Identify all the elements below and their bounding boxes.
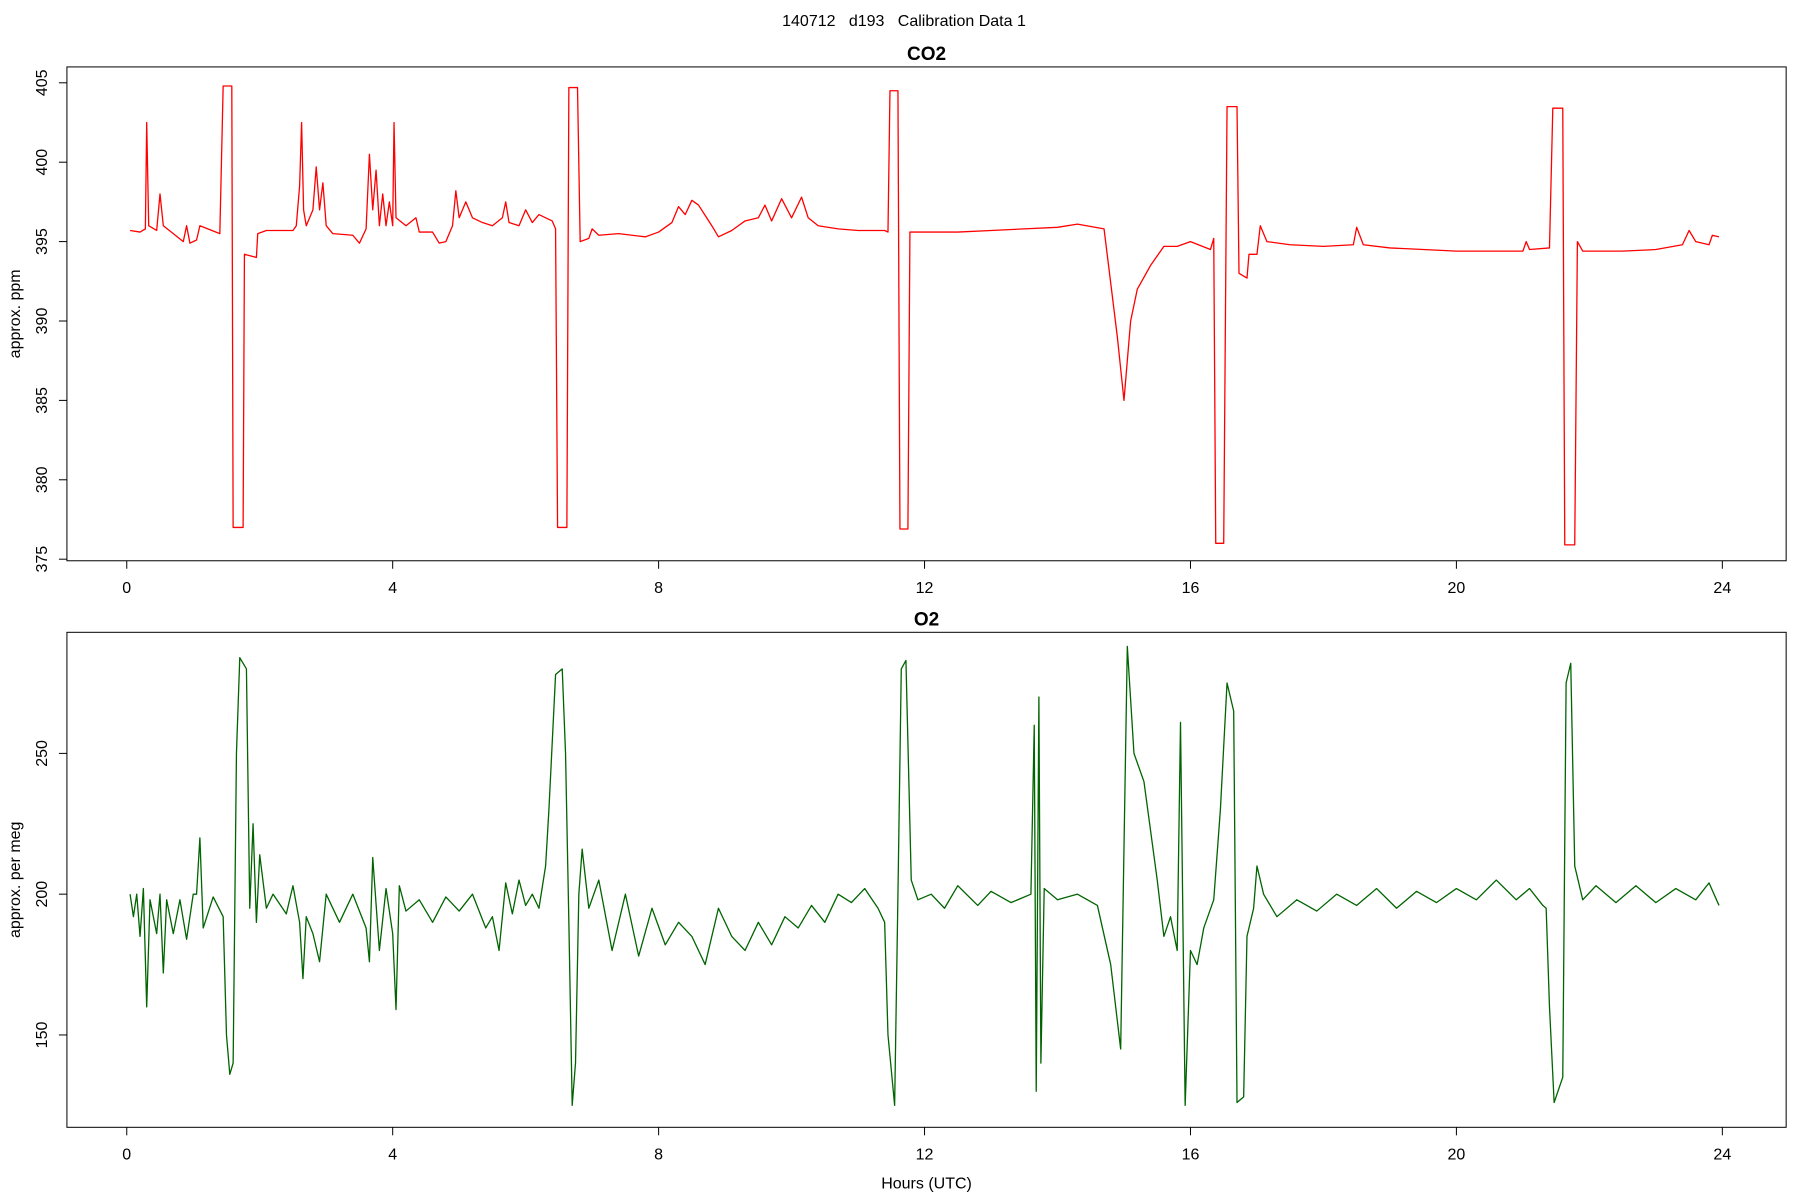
x-tick-label: 8 — [654, 580, 663, 597]
x-tick-label: 8 — [654, 1147, 663, 1164]
figure-title: 140712 d193 Calibration Data 1 — [782, 13, 1026, 30]
plot-title: CO2 — [907, 44, 946, 65]
x-tick-label: 4 — [388, 1147, 397, 1164]
x-tick-label: 24 — [1713, 1147, 1731, 1164]
y-axis-label: approx. ppm — [7, 269, 24, 358]
y-tick-label: 200 — [34, 881, 51, 908]
data-line — [129, 85, 1720, 546]
x-tick-label: 16 — [1182, 1147, 1200, 1164]
x-tick-label: 0 — [122, 1147, 131, 1164]
plot-frame — [66, 66, 1787, 562]
x-tick-label: 0 — [122, 580, 131, 597]
y-tick-label: 250 — [34, 740, 51, 767]
y-axis-label: approx. per meg — [7, 822, 24, 939]
x-axis-label: Hours (UTC) — [881, 1176, 972, 1193]
data-line — [129, 645, 1720, 1106]
y-tick-label: 395 — [34, 228, 51, 255]
y-tick-label: 400 — [34, 149, 51, 176]
x-tick-label: 16 — [1182, 580, 1200, 597]
plot-title: O2 — [914, 609, 939, 630]
y-tick-label: 390 — [34, 308, 51, 335]
x-tick-label: 12 — [916, 580, 934, 597]
y-tick-label: 405 — [34, 69, 51, 96]
x-tick-label: 24 — [1713, 580, 1731, 597]
x-tick-label: 20 — [1448, 1147, 1466, 1164]
y-tick-label: 380 — [34, 466, 51, 493]
plot-frame — [66, 631, 1787, 1128]
x-tick-label: 4 — [388, 580, 397, 597]
y-tick-label: 150 — [34, 1022, 51, 1049]
x-tick-label: 12 — [916, 1147, 934, 1164]
x-tick-label: 20 — [1448, 580, 1466, 597]
y-tick-label: 375 — [34, 546, 51, 573]
y-tick-label: 385 — [34, 387, 51, 414]
